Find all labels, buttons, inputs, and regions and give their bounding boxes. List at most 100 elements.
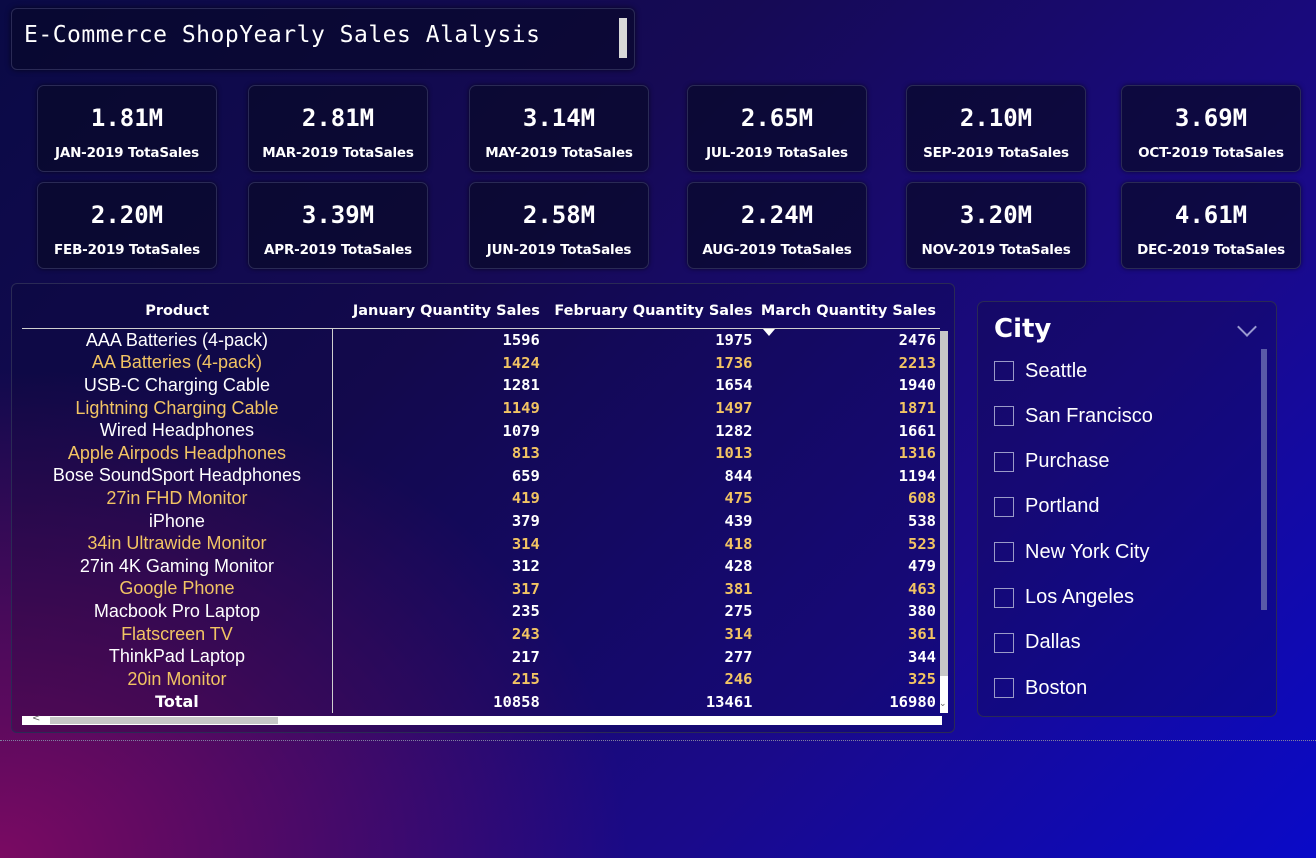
slicer-item-label: Seattle — [1025, 359, 1088, 382]
table-horizontal-scroll-thumb[interactable] — [50, 717, 278, 724]
product-cell: AAA Batteries (4-pack) — [22, 328, 333, 352]
slicer-item[interactable]: Boston — [994, 675, 1087, 701]
slicer-item[interactable]: Seattle — [994, 358, 1087, 384]
slicer-checkbox[interactable] — [994, 361, 1014, 381]
product-cell: iPhone — [22, 509, 333, 533]
kpi-value: 3.39M — [301, 201, 375, 229]
kpi-label: JUN-2019 TotaSales — [486, 242, 632, 258]
kpi-card: 3.14M MAY-2019 TotaSales — [469, 85, 649, 172]
table-row[interactable]: 27in 4K Gaming Monitor 312 428 479 — [22, 554, 940, 578]
kpi-card: 2.58M JUN-2019 TotaSales — [469, 182, 649, 269]
column-header-february[interactable]: February Quantity Sales — [543, 294, 757, 329]
product-cell: 34in Ultrawide Monitor — [22, 532, 333, 555]
slicer-checkbox[interactable] — [994, 406, 1014, 427]
table-row[interactable]: AA Batteries (4-pack) 1424 1736 2213 — [22, 351, 940, 375]
table-row[interactable]: USB-C Charging Cable 1281 1654 1940 — [22, 374, 940, 397]
sort-descending-icon[interactable] — [762, 329, 775, 336]
table-row[interactable]: Google Phone 317 381 463 — [22, 577, 940, 601]
scroll-left-icon[interactable]: < — [32, 713, 41, 724]
march-cell: 523 — [908, 534, 936, 553]
march-cell: 479 — [908, 557, 936, 576]
scroll-down-icon[interactable]: ⌄ — [939, 699, 947, 709]
table-row[interactable]: Macbook Pro Laptop 235 275 380 — [22, 600, 940, 623]
kpi-card: 3.69M OCT-2019 TotaSales — [1121, 85, 1301, 172]
table-row[interactable]: 20in Monitor 215 246 325 — [22, 667, 940, 691]
table-row[interactable]: 34in Ultrawide Monitor 314 418 523 — [22, 532, 940, 555]
january-cell: 1424 — [502, 353, 540, 372]
march-cell: 608 — [908, 489, 936, 508]
slicer-checkbox[interactable] — [994, 542, 1014, 563]
page-divider — [0, 740, 1316, 741]
slicer-checkbox[interactable] — [994, 496, 1014, 517]
table-horizontal-scrollbar[interactable]: < — [22, 713, 942, 725]
table-header-row: Product January Quantity Sales February … — [22, 294, 940, 336]
table-vertical-scrollbar[interactable]: ⌄ — [939, 331, 948, 713]
february-total: 13461 — [705, 692, 753, 711]
kpi-value: 2.58M — [522, 201, 596, 229]
slicer-item[interactable]: Los Angeles — [994, 585, 1134, 611]
table-vertical-scroll-thumb[interactable] — [940, 331, 948, 676]
january-cell: 659 — [511, 466, 540, 485]
february-cell: 1654 — [715, 376, 753, 395]
kpi-label: FEB-2019 TotaSales — [54, 242, 200, 258]
kpi-value: 3.14M — [522, 104, 596, 132]
march-total: 16980 — [889, 692, 936, 711]
slicer-checkbox[interactable] — [994, 587, 1014, 608]
matrix-table: Product January Quantity Sales February … — [22, 294, 940, 714]
january-cell: 317 — [511, 579, 540, 598]
february-cell: 1013 — [715, 444, 753, 463]
quantity-sales-table: Product January Quantity Sales February … — [11, 283, 955, 733]
table-row[interactable]: 27in FHD Monitor 419 475 608 — [22, 487, 940, 510]
table-row[interactable]: Apple Airpods Headphones 813 1013 1316 — [22, 441, 940, 465]
slicer-checkbox[interactable] — [994, 678, 1014, 699]
table-row[interactable]: Lightning Charging Cable 1149 1497 1871 — [22, 396, 940, 420]
slicer-item[interactable]: New York City — [994, 539, 1150, 565]
march-cell: 1316 — [898, 444, 936, 463]
product-cell: 27in 4K Gaming Monitor — [22, 554, 333, 578]
february-cell: 844 — [724, 466, 753, 485]
march-cell: 1194 — [898, 466, 936, 485]
slicer-scrollbar[interactable] — [1261, 349, 1267, 610]
column-header-january[interactable]: January Quantity Sales — [332, 294, 544, 329]
january-cell: 1596 — [502, 331, 540, 350]
january-cell: 312 — [511, 557, 540, 576]
table-row[interactable]: iPhone 379 439 538 — [22, 509, 940, 533]
kpi-card: 2.20M FEB-2019 TotaSales — [37, 182, 217, 269]
march-cell: 1661 — [898, 421, 936, 440]
slicer-item[interactable]: San Francisco — [994, 403, 1153, 429]
kpi-card: 2.10M SEP-2019 TotaSales — [906, 85, 1086, 172]
kpi-label: SEP-2019 TotaSales — [923, 145, 1069, 161]
slicer-item[interactable]: Purchase — [994, 449, 1110, 475]
february-cell: 381 — [724, 579, 753, 598]
product-cell: Apple Airpods Headphones — [22, 441, 333, 465]
kpi-value: 2.65M — [740, 104, 814, 132]
kpi-card: 2.65M JUL-2019 TotaSales — [687, 85, 867, 172]
table-row[interactable]: Bose SoundSport Headphones 659 844 1194 — [22, 464, 940, 488]
march-cell: 325 — [908, 670, 936, 689]
february-cell: 275 — [724, 602, 753, 621]
slicer-checkbox[interactable] — [994, 632, 1014, 653]
february-cell: 1282 — [715, 421, 753, 440]
february-cell: 1497 — [715, 399, 753, 418]
column-header-product[interactable]: Product — [22, 294, 333, 329]
slicer-checkbox[interactable] — [994, 451, 1014, 472]
kpi-label: APR-2019 TotaSales — [264, 242, 412, 258]
january-cell: 1149 — [502, 399, 540, 418]
january-total: 10858 — [493, 692, 540, 711]
march-cell: 361 — [908, 625, 936, 644]
slicer-item[interactable]: Portland — [994, 494, 1100, 520]
table-row[interactable]: AAA Batteries (4-pack) 1596 1975 2476 — [22, 328, 940, 352]
chevron-down-icon[interactable] — [1237, 317, 1257, 337]
table-row[interactable]: ThinkPad Laptop 217 277 344 — [22, 645, 940, 668]
product-cell: Wired Headphones — [22, 419, 333, 442]
february-cell: 428 — [724, 557, 753, 576]
total-label: Total — [22, 690, 333, 714]
january-cell: 235 — [511, 602, 540, 621]
table-row[interactable]: Wired Headphones 1079 1282 1661 — [22, 419, 940, 442]
report-title-box: E-Commerce ShopYearly Sales Alalysis — [11, 8, 635, 70]
column-header-march[interactable]: March Quantity Sales — [756, 294, 940, 336]
slicer-item[interactable]: Dallas — [994, 630, 1081, 656]
january-cell: 243 — [511, 625, 540, 644]
kpi-label: JUL-2019 TotaSales — [706, 145, 848, 161]
table-row[interactable]: Flatscreen TV 243 314 361 — [22, 622, 940, 646]
